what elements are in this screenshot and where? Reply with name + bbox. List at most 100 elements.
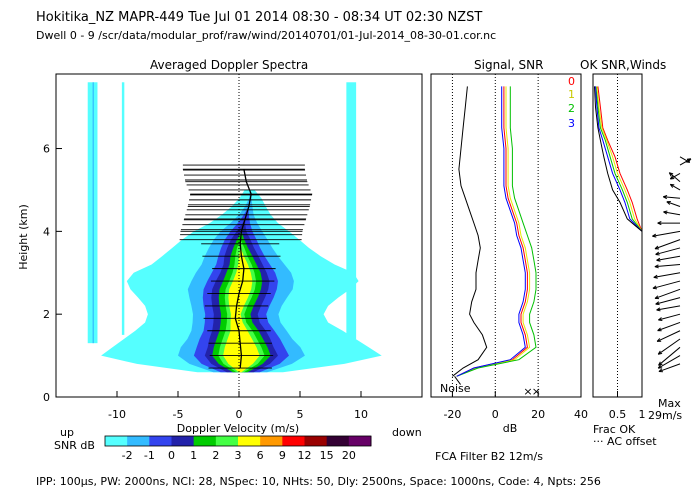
snr-color-swatch bbox=[171, 436, 195, 446]
snr-color-swatch bbox=[260, 436, 283, 446]
snr-tick-label: 6 bbox=[257, 449, 264, 462]
snr-color-swatch bbox=[149, 436, 172, 446]
wind-vector bbox=[652, 230, 681, 237]
wind-vector bbox=[656, 255, 681, 261]
ok-series-0 bbox=[597, 86, 642, 377]
spectra-title: Averaged Doppler Spectra bbox=[150, 58, 309, 72]
wind-vector bbox=[670, 172, 681, 180]
snr-colorbar-frame bbox=[104, 435, 372, 447]
spectra-y-tick-label: 2 bbox=[43, 308, 50, 321]
signal-series-2 bbox=[456, 86, 537, 377]
wind-vector bbox=[658, 346, 681, 366]
wind-arrowhead bbox=[663, 211, 668, 215]
snr-tick-label: 1 bbox=[190, 449, 197, 462]
wind-vector bbox=[654, 239, 681, 250]
snr-tick-label: 12 bbox=[298, 449, 312, 462]
snr-color-swatch bbox=[238, 436, 261, 446]
wind-arrowhead bbox=[658, 319, 663, 322]
wind-vector bbox=[657, 321, 681, 332]
snr-tick-label: 9 bbox=[279, 449, 286, 462]
header-file-path: Dwell 0 - 9 /scr/data/modular_prof/raw/w… bbox=[36, 29, 497, 42]
snr-colorbar: -2 -1 0 1 2 3 6 9 12 15 20 bbox=[104, 435, 372, 462]
wind-arrowhead bbox=[654, 266, 659, 269]
fca-filter-label: FCA Filter B2 12m/s bbox=[435, 450, 543, 463]
wind-arrowhead bbox=[656, 309, 661, 312]
signal-series-1 bbox=[456, 86, 531, 377]
snr-color-swatch bbox=[348, 436, 372, 446]
wind-vector bbox=[679, 158, 692, 166]
wind-arrowhead bbox=[668, 172, 672, 177]
signal-x-tick-label: 20 bbox=[531, 408, 545, 421]
spectra-x-tick-label: -5 bbox=[173, 408, 184, 421]
snr-tick-label: 2 bbox=[212, 449, 219, 462]
signal-panel: × × -20 0 20 40 dB bbox=[430, 73, 588, 435]
spectra-y-tick-label: 0 bbox=[43, 391, 50, 404]
footer-params: IPP: 100μs, PW: 2000ns, NCI: 28, NSpec: … bbox=[36, 475, 601, 488]
spectra-x-tick-label: 0 bbox=[236, 408, 243, 421]
snr-tick-label: 20 bbox=[342, 449, 356, 462]
spectra-x-tick-label: 5 bbox=[297, 408, 304, 421]
up-label: up bbox=[60, 426, 74, 439]
snr-color-swatch bbox=[193, 436, 217, 446]
ok-winds-title: OK SNR,Winds bbox=[580, 58, 667, 72]
signal-series-signal bbox=[452, 86, 488, 377]
wind-vector bbox=[656, 330, 681, 342]
dwell-legend-1: 1 bbox=[568, 88, 575, 101]
wind-arrowhead bbox=[655, 303, 660, 306]
snr-color-swatch bbox=[282, 436, 305, 446]
signal-x-tick-label: 40 bbox=[574, 408, 588, 421]
wind-vector bbox=[679, 156, 690, 163]
ok-winds-panel: 0.5 1 bbox=[592, 73, 692, 421]
snr-tick-label: 3 bbox=[235, 449, 242, 462]
snr-tick-label: -1 bbox=[144, 449, 155, 462]
snr-color-swatch bbox=[215, 436, 239, 446]
snr-color-swatch bbox=[326, 436, 350, 446]
spectra-x-tick-label: -10 bbox=[108, 408, 126, 421]
wind-vector bbox=[656, 305, 681, 311]
snr-tick-label: 15 bbox=[320, 449, 334, 462]
wind-vector bbox=[670, 183, 681, 191]
signal-frame bbox=[430, 73, 582, 398]
ac-offset-label: ··· AC offset bbox=[593, 435, 657, 448]
wind-arrowhead bbox=[655, 253, 660, 256]
wind-vector bbox=[658, 313, 681, 321]
wind-arrowhead bbox=[652, 235, 657, 238]
spectra-x-label: Doppler Velocity (m/s) bbox=[177, 422, 299, 435]
ok-series-3 bbox=[595, 86, 642, 377]
wind-arrowhead bbox=[686, 158, 691, 163]
spectra-x-tick-label: 10 bbox=[354, 408, 368, 421]
snr-color-swatch bbox=[105, 436, 128, 446]
signal-x-tick-label: 0 bbox=[492, 408, 499, 421]
signal-series-0 bbox=[456, 86, 528, 377]
wind-vector bbox=[657, 338, 681, 355]
noise-label: Noise bbox=[440, 382, 471, 395]
spectra-y-label: Height (km) bbox=[17, 204, 30, 270]
signal-series-3 bbox=[456, 86, 526, 377]
wind-vector bbox=[657, 355, 681, 369]
wind-arrowhead bbox=[656, 259, 661, 262]
wind-vector bbox=[663, 196, 681, 199]
wind-vector bbox=[653, 272, 681, 278]
wind-arrowhead bbox=[653, 276, 658, 279]
snr-tick-label: 0 bbox=[168, 449, 175, 462]
snr-color-swatch bbox=[127, 436, 150, 446]
wind-arrowhead bbox=[669, 184, 674, 188]
wind-vector bbox=[663, 211, 681, 216]
max-value: 29m/s bbox=[648, 409, 683, 422]
spectra-y-tick-label: 4 bbox=[43, 225, 50, 238]
noise-marker bbox=[454, 376, 461, 385]
clutter-stripe bbox=[92, 82, 94, 344]
wind-vector bbox=[668, 172, 681, 183]
wind-vector bbox=[652, 280, 681, 289]
wind-arrowhead bbox=[666, 201, 671, 205]
signal-x-tick-label: -20 bbox=[443, 408, 461, 421]
clutter-stripe bbox=[346, 82, 357, 340]
noise-x-marker: × bbox=[532, 385, 541, 398]
frac-ok-label: Frac OK bbox=[593, 423, 636, 436]
wind-vector bbox=[666, 201, 681, 207]
dwell-legend-3: 3 bbox=[568, 117, 575, 130]
signal-x-label: dB bbox=[503, 422, 518, 435]
wind-arrowhead bbox=[658, 363, 663, 366]
wind-arrowhead bbox=[658, 352, 663, 355]
